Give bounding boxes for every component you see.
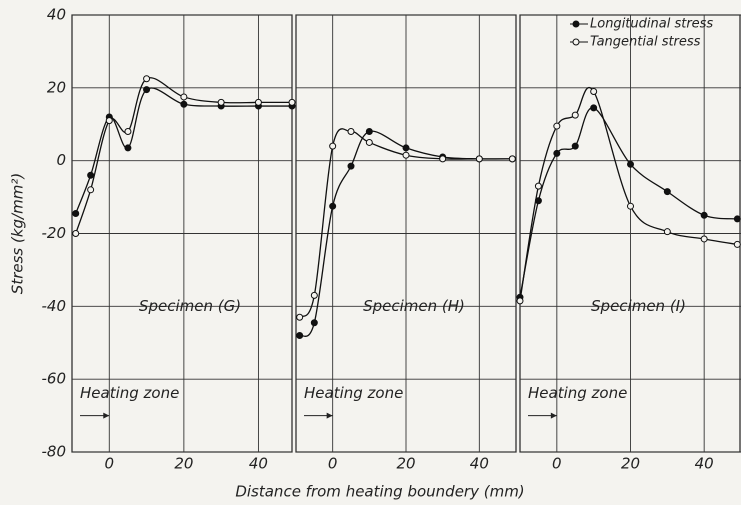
data-point <box>733 240 741 248</box>
data-point <box>402 151 410 159</box>
data-point <box>553 122 561 130</box>
data-point <box>180 93 188 101</box>
y-tick-label: 0 <box>56 151 66 169</box>
data-point <box>553 149 561 157</box>
x-tick-label: 20 <box>621 455 640 473</box>
data-point <box>534 182 542 190</box>
y-tick-label: -40 <box>42 297 67 315</box>
data-point <box>347 128 355 136</box>
data-point <box>87 186 95 194</box>
x-tick-label: 40 <box>695 455 714 473</box>
data-point <box>180 100 188 108</box>
panel-title: Specimen (H) <box>363 297 465 315</box>
data-point <box>700 211 708 219</box>
x-tick-label: 0 <box>105 455 115 473</box>
data-point <box>105 117 113 125</box>
data-point <box>365 128 373 136</box>
annotation: Heating zone <box>80 384 179 402</box>
y-tick-label: 40 <box>47 6 66 24</box>
arrow-head <box>103 412 110 419</box>
data-point <box>124 128 132 136</box>
data-point <box>663 228 671 236</box>
data-point <box>590 87 598 95</box>
arrow-head <box>326 412 333 419</box>
legend-marker <box>572 38 580 46</box>
data-point <box>310 319 318 327</box>
data-point <box>254 98 262 106</box>
data-point <box>508 155 516 163</box>
data-point <box>733 215 741 223</box>
annotation: Heating zone <box>528 384 627 402</box>
data-point <box>347 162 355 170</box>
data-point <box>627 160 634 168</box>
data-point <box>627 202 634 210</box>
x-tick-label: 0 <box>328 455 338 473</box>
y-axis-label: Stress (kg/mm²) <box>9 173 27 294</box>
x-tick-label: 0 <box>552 455 562 473</box>
y-tick-label: -20 <box>42 224 67 242</box>
x-tick-label: 40 <box>470 455 489 473</box>
data-point <box>72 230 80 237</box>
data-point <box>590 104 598 112</box>
y-tick-label: -80 <box>42 443 67 461</box>
data-point <box>87 171 95 179</box>
legend-label: Longitudinal stress <box>590 17 713 32</box>
data-point <box>475 155 483 163</box>
panel-title: Specimen (G) <box>139 297 241 315</box>
data-point <box>439 155 447 163</box>
annotation: Heating zone <box>304 384 403 402</box>
arrow-head <box>550 412 557 419</box>
x-axis-label: Distance from heating boundery (mm) <box>235 483 524 501</box>
data-point <box>296 313 304 321</box>
panel-title: Specimen (I) <box>591 297 686 315</box>
data-point <box>365 138 373 146</box>
x-tick-label: 20 <box>396 455 415 473</box>
data-point <box>217 98 225 106</box>
data-point <box>124 144 132 152</box>
series-line <box>519 87 738 301</box>
legend-marker <box>572 20 580 28</box>
data-point <box>663 188 671 196</box>
data-point <box>571 111 579 119</box>
data-point <box>288 98 296 106</box>
data-point <box>72 209 80 217</box>
x-tick-label: 20 <box>174 455 193 473</box>
data-point <box>402 144 410 152</box>
y-tick-label: 20 <box>47 78 66 96</box>
data-point <box>516 297 524 305</box>
data-point <box>143 86 151 94</box>
data-point <box>329 142 337 150</box>
y-tick-label: -60 <box>42 370 67 388</box>
series-line <box>299 128 513 318</box>
data-point <box>143 75 151 83</box>
data-point <box>296 331 304 339</box>
data-point <box>571 142 579 150</box>
data-point <box>329 202 337 210</box>
data-point <box>310 291 318 299</box>
data-point <box>700 235 708 243</box>
x-tick-label: 40 <box>249 455 268 473</box>
legend-label: Tangential stress <box>590 35 701 50</box>
